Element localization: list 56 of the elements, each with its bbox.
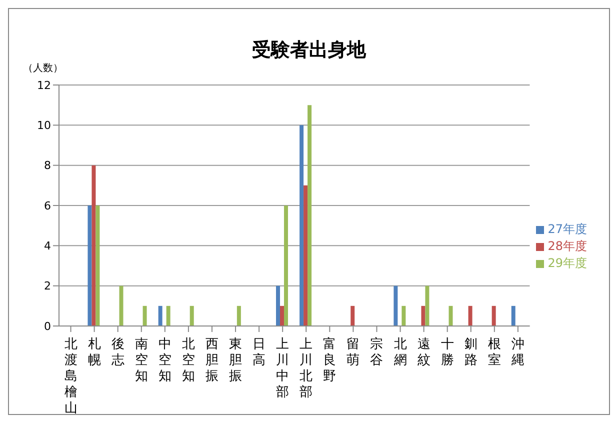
x-tick-label: 遠紋 [417,337,430,368]
bar [421,306,426,326]
bar [96,206,100,326]
bar [350,306,355,326]
bar [190,306,194,326]
x-tick-label: 北空知 [182,337,195,384]
bar [448,306,453,326]
x-tick-label: 北渡島檜山 [64,337,78,416]
y-tick-label: 2 [44,280,51,293]
bar [304,185,308,326]
x-tick-label: 後志 [111,337,124,368]
legend-label: 27年度 [548,222,587,236]
bar [280,306,284,326]
bar [425,286,430,326]
bar [284,206,288,326]
bar [308,105,312,326]
bar [88,206,92,326]
bar [166,306,170,326]
x-tick-label: 宗谷 [370,336,384,368]
y-axis-title: （人数） [23,62,63,75]
x-tick-label: 南空知 [134,337,148,384]
x-tick-label: 東胆振 [229,337,242,384]
bar [300,125,304,326]
x-tick-label: 留萌 [346,337,360,368]
x-tick-label: 上川中部 [276,337,290,400]
y-tick-label: 6 [44,199,51,212]
x-tick-label: 沖縄 [510,337,524,368]
bar [402,306,406,326]
bar [142,306,147,326]
y-tick-label: 8 [44,159,51,172]
legend-label: 28年度 [548,239,587,253]
legend-label: 29年度 [548,256,587,270]
x-tick-label: 札幌 [88,337,101,368]
x-tick-label: 北網 [392,337,407,368]
y-tick-label: 0 [44,320,51,333]
y-tick-label: 12 [37,78,51,92]
bar [468,306,472,326]
chart-title: 受験者出身地 [251,38,368,63]
bar [92,165,96,326]
y-tick-label: 4 [44,240,51,253]
x-tick-label: 上川北部 [300,337,313,400]
bar [394,286,398,326]
x-tick-label: 十勝 [440,337,454,368]
x-tick-label: 根室 [488,337,501,368]
x-tick-label: 釧路 [464,337,478,368]
bar [276,286,280,326]
bar [119,286,124,326]
y-tick-label: 10 [37,119,51,132]
bar [511,306,516,326]
bar [492,306,496,326]
x-tick-label: 中空知 [158,337,172,384]
x-tick-label: 富良野 [323,336,336,384]
bar [236,306,241,326]
x-tick-label: 西胆振 [205,337,218,384]
bar [158,306,162,326]
x-tick-label: 日高 [252,337,266,368]
